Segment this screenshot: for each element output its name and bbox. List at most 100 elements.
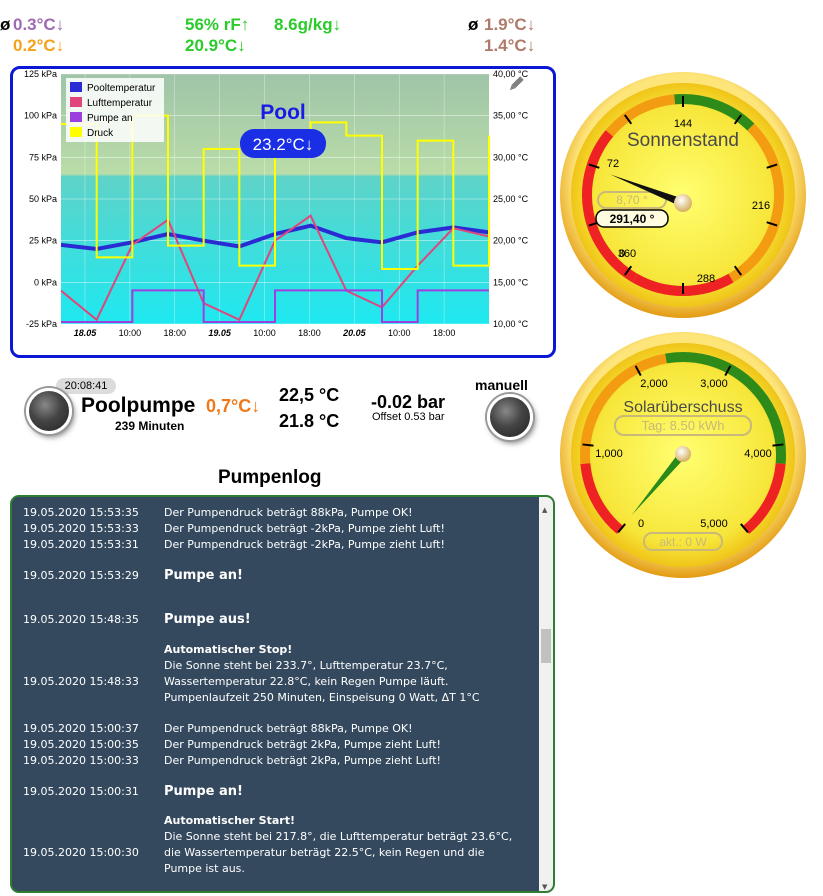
chart-title: Pool [260,101,306,124]
solar-band-red [742,462,786,534]
scroll-up-arrow-icon[interactable]: ▲ [542,506,548,514]
solar-tick-label: 1,000 [595,448,623,460]
sun-tick [733,114,742,125]
solar-tick [740,523,749,534]
solar-gauge-title: Solarüberschuss [623,399,742,416]
log-entry: 19.05.2020 15:53:35 Der Pumpendruck beträ… [23,506,413,519]
legend-pressure: Druck [87,128,114,139]
sun-tick-label: 0 [619,248,625,260]
log-entry: 19.05.2020 15:00:35 Der Pumpendruck beträ… [23,738,441,751]
y-right-tick: 40,00 °C [493,69,529,79]
solar-tick-label: 4,000 [744,448,772,460]
sun-needle-hub [674,194,692,212]
sun-band-orange [605,94,676,137]
y-left-tick: 50 kPa [29,194,57,204]
solar-tick [582,443,594,447]
x-tick: 10:00 [119,328,142,338]
y-right-tick: 35,00 °C [493,111,529,121]
legend-air: Lufttemperatur [87,98,153,109]
sun-needle [610,174,685,207]
right-bottom-value: 1.4°C↓ [484,36,536,55]
sun-tick [588,163,600,169]
solar-needle-hub [675,446,691,462]
sun-tick-label: 144 [674,118,692,130]
y-right-tick: 25,00 °C [493,194,529,204]
log-scrollbar-thumb[interactable] [541,629,551,663]
x-tick: 18:00 [433,328,456,338]
solar-tick [772,443,784,447]
outdoor-temp-value: 20.9°C↓ [185,36,246,55]
solar-surplus-gauge: Solarüberschuss 2,000 3,000 1,000 4,000 … [560,332,806,578]
sun-tick [624,265,633,276]
y-left-tick: 75 kPa [29,152,57,162]
y-left-tick: 125 kPa [24,69,57,79]
log-entry: 19.05.2020 15:53:31 Der Pumpendruck beträ… [23,538,445,551]
pump-label: Poolpumpe [81,394,196,417]
sun-box-lower-text: 291,40 ° [610,212,655,226]
solar-tick [634,365,642,377]
y-right-tick: 15,00 °C [493,277,529,287]
pump-offset: Offset 0.53 bar [372,411,445,423]
left-top-value: 0.3°C↓ [13,15,65,34]
pool-chart[interactable]: 125 kPa 40,00 °C 100 kPa 35,00 °C 75 kPa 30,0… [10,66,556,358]
humidity-value: 56% rF↑ [185,15,250,34]
y-left-tick: 100 kPa [24,111,57,121]
solar-band-green [665,352,786,464]
sun-tick-label: 288 [697,273,715,285]
legend-pool: Pooltemperatur [87,83,156,94]
pump-minutes: 239 Minuten [115,419,185,433]
x-tick: 10:00 [253,328,276,338]
sun-tick-label: 72 [607,158,619,170]
log-entry: 19.05.2020 15:00:37 Der Pumpendruck beträ… [23,722,413,735]
x-tick: 18.05 [74,328,98,338]
solar-box-upper-text: Tag: 8.50 kWh [641,418,724,433]
sun-tick [733,265,742,276]
legend-swatch-pool [70,82,82,92]
pump-delta: 0,7°C↓ [206,396,261,416]
solar-box-lower-text: akt.: 0 W [659,535,707,549]
y-right-tick: 30,00 °C [493,152,529,162]
x-tick: 10:00 [388,328,411,338]
right-avg-symbol: ø [468,15,479,34]
sun-band-orange [728,123,784,283]
log-entry: 19.05.2020 15:00:31 Pumpe an! [23,784,243,799]
legend-swatch-air [70,97,82,107]
solar-tick-label: 3,000 [700,378,728,390]
sun-position-gauge: Sonnenstand 144 72 216 0 360 288 8,70 ° … [560,72,806,318]
log-entry: 19.05.2020 15:48:35 Pumpe aus! [23,612,251,627]
log-title: Pumpenlog [218,467,322,488]
left-bottom-value: 0.2°C↓ [13,36,65,55]
right-top-value: 1.9°C↓ [484,15,536,34]
mode-label: manuell [475,377,528,393]
sun-box-upper [597,191,667,209]
sun-band-red [582,130,638,283]
x-tick: 20.05 [342,328,367,338]
x-tick: 18:00 [164,328,187,338]
log-entry: Automatischer Start! Die Sonne steht bei… [23,814,513,875]
chart-legend: Pooltemperatur Lufttemperatur Pumpe an D… [66,78,164,142]
log-scrollbar[interactable]: ▲ ▼ [539,497,553,891]
pump-time-badge: 20:08:41 [56,378,116,394]
sun-tick [766,221,778,227]
current-temp-pill [240,129,326,158]
sun-box-upper-text: 8,70 ° [616,193,648,207]
y-left-tick: 25 kPa [29,236,57,246]
sun-tick-label: 360 [618,248,636,260]
solar-box-upper [614,415,752,436]
pump-temp-a: 22,5 °C [279,385,340,405]
series-line-pumpe-an [61,289,489,323]
sun-box-lower [595,209,669,228]
pump-temp-b: 21.8 °C [279,411,340,431]
scroll-down-arrow-icon[interactable]: ▼ [542,883,548,891]
abs-humidity-value: 8.6g/kg↓ [274,15,342,34]
solar-tick [724,365,732,377]
pool-chart-svg: 125 kPa 40,00 °C 100 kPa 35,00 °C 75 kPa 30,0… [24,69,529,338]
y-left-tick: 0 kPa [34,277,57,287]
solar-tick [617,523,626,534]
pump-led[interactable] [26,388,72,434]
pump-pressure: -0.02 bar [371,392,446,412]
pump-log[interactable]: 19.05.2020 15:53:35 Der Pumpendruck beträ… [10,495,555,893]
solar-tick-label: 0 [638,518,644,530]
log-entry: Automatischer Stop! Die Sonne steht bei … [23,643,480,704]
mode-led[interactable] [487,394,533,440]
